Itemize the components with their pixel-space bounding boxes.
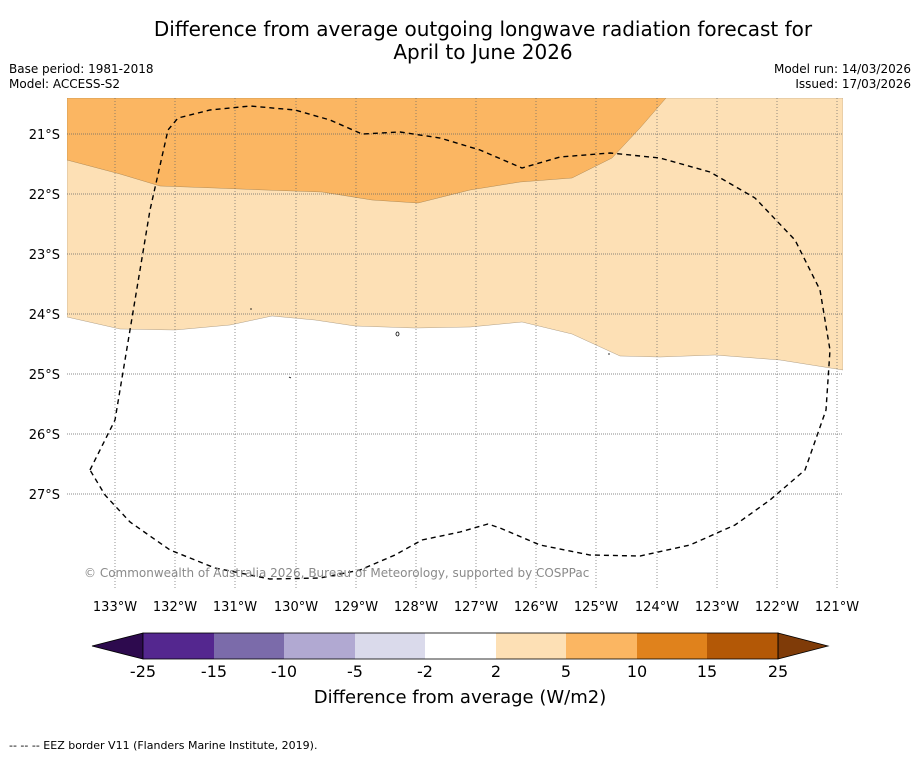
eez-border [89, 105, 831, 580]
colorbar-tick-label: 10 [627, 662, 647, 681]
latitude-gridlines [67, 133, 843, 495]
lon-label: 121°W [815, 600, 859, 615]
anomaly-region-5-10 [67, 98, 667, 204]
lat-label: 21°S [29, 128, 60, 143]
colorbar-segment [143, 633, 214, 659]
lat-label: 26°S [29, 428, 60, 443]
eez-legend-footer: -- -- -- EEZ border V11 (Flanders Marine… [9, 739, 318, 752]
meta-left: Base period: 1981-2018 Model: ACCESS-S2 [9, 62, 154, 92]
colorbar-segment [214, 633, 284, 659]
colorbar-arrow-left [91, 632, 144, 660]
map-title: Difference from average outgoing longwav… [0, 18, 919, 64]
meta-right: Model run: 14/03/2026 Issued: 17/03/2026 [774, 62, 911, 92]
lon-label: 128°W [394, 600, 438, 615]
lon-label: 122°W [755, 600, 799, 615]
title-line-1: Difference from average outgoing longwav… [153, 17, 813, 41]
islands [250, 308, 610, 379]
colorbar-tick-label: 2 [491, 662, 501, 681]
lat-label: 27°S [29, 488, 60, 503]
lat-label: 23°S [29, 248, 60, 263]
lat-label: 25°S [29, 368, 60, 383]
colorbar-tick-label: -10 [271, 662, 297, 681]
colorbar-segment [566, 633, 637, 659]
lon-label: 132°W [153, 600, 197, 615]
lon-label: 123°W [695, 600, 739, 615]
colorbar-tick-label: 25 [768, 662, 788, 681]
colorbar-tick-label: -2 [417, 662, 433, 681]
colorbar-segment [496, 633, 566, 659]
colorbar: -25 -15 -10 -5 -2 2 5 10 15 25 Differenc… [91, 632, 830, 708]
base-period: Base period: 1981-2018 [9, 62, 154, 76]
longitude-gridlines [114, 98, 838, 590]
colorbar-tick-label: -5 [347, 662, 363, 681]
lat-label: 24°S [29, 308, 60, 323]
colorbar-tick-label: 15 [697, 662, 717, 681]
colorbar-ticks: -25 -15 -10 -5 -2 2 5 10 15 25 [130, 662, 788, 681]
lon-label: 127°W [454, 600, 498, 615]
colorbar-arrow-right [777, 632, 830, 660]
colorbar-label: Difference from average (W/m2) [314, 687, 606, 708]
title-line-2: April to June 2026 [393, 40, 573, 64]
latitude-labels: 21°S 22°S 23°S 24°S 25°S 26°S 27°S [29, 128, 60, 503]
colorbar-tick-label: -25 [130, 662, 156, 681]
colorbar-tick-label: -15 [201, 662, 227, 681]
copyright-text: © Commonwealth of Australia 2026, Bureau… [84, 566, 589, 580]
model-name: Model: ACCESS-S2 [9, 77, 121, 91]
lon-label: 125°W [574, 600, 618, 615]
lat-label: 22°S [29, 188, 60, 203]
colorbar-outline [142, 632, 779, 660]
colorbar-tick-label: 5 [561, 662, 571, 681]
lon-label: 133°W [93, 600, 137, 615]
colorbar-segment [284, 633, 355, 659]
lon-label: 126°W [514, 600, 558, 615]
lon-label: 131°W [213, 600, 257, 615]
lon-label: 129°W [334, 600, 378, 615]
colorbar-segment [355, 633, 425, 659]
lon-label: 124°W [635, 600, 679, 615]
issued-date: Issued: 17/03/2026 [795, 77, 911, 91]
lon-label: 130°W [274, 600, 318, 615]
colorbar-segment [425, 633, 496, 659]
colorbar-segment [637, 633, 707, 659]
longitude-labels: 133°W 132°W 131°W 130°W 129°W 128°W 127°… [93, 600, 859, 615]
colorbar-segment [707, 633, 778, 659]
model-run: Model run: 14/03/2026 [773, 62, 911, 76]
